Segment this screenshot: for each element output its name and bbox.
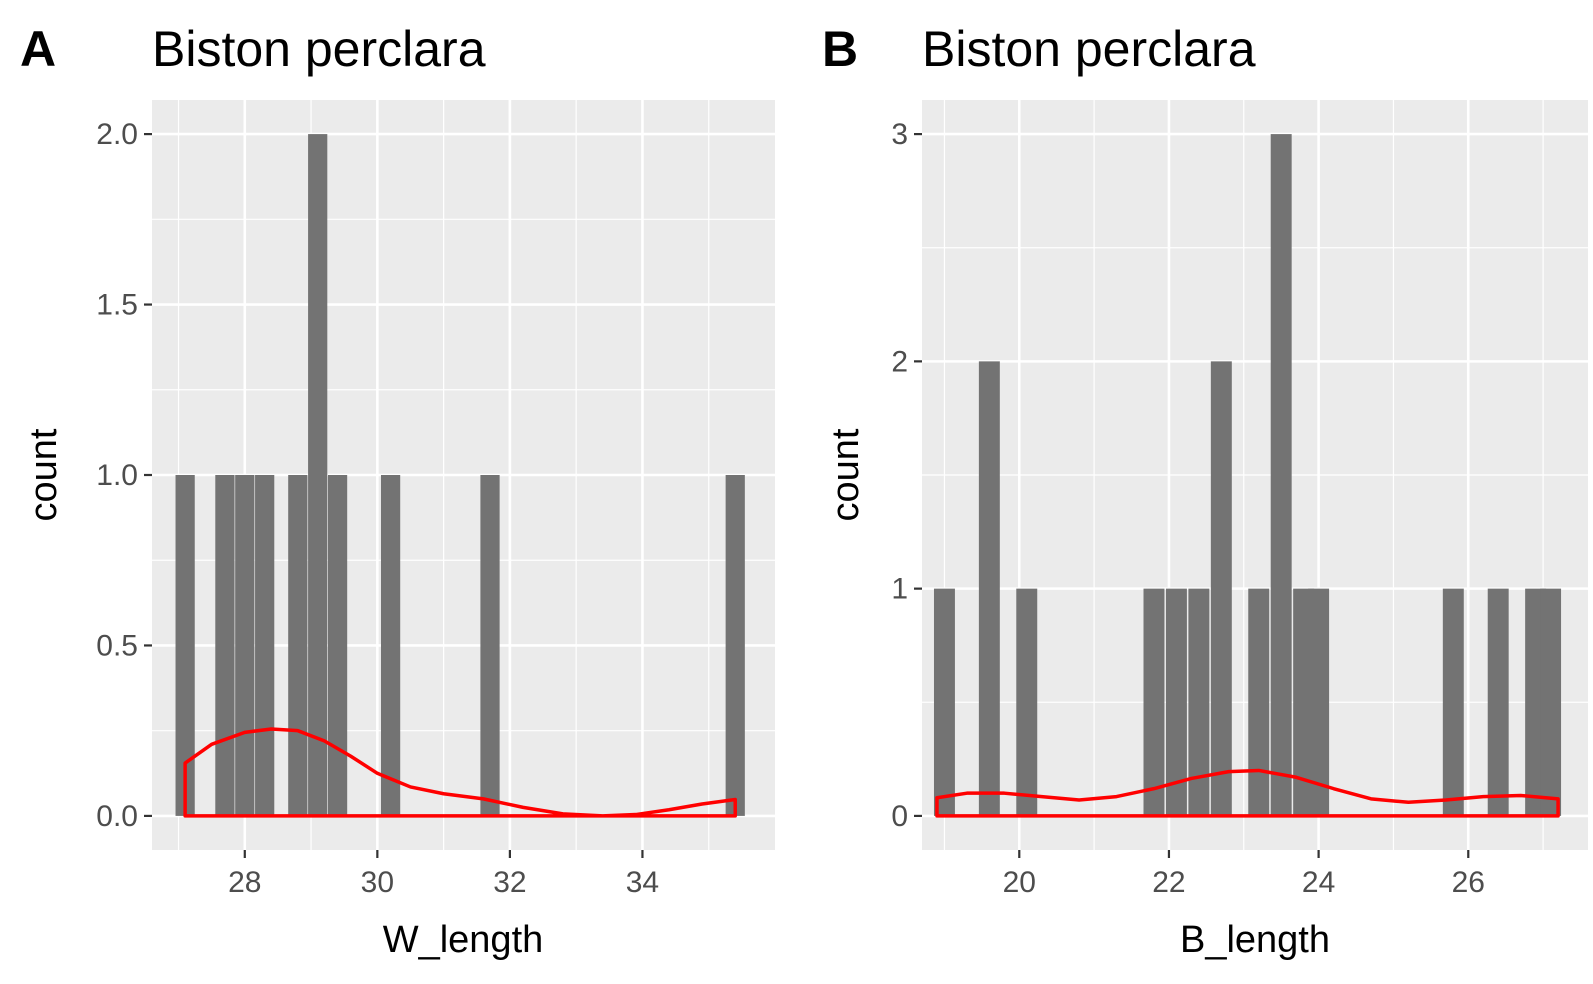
y-tick-label: 0.0 xyxy=(96,800,138,833)
histogram-bar xyxy=(933,588,955,816)
panel-b-y-axis-title: count xyxy=(825,428,867,521)
histogram-bar xyxy=(480,475,500,816)
panel-a-density xyxy=(183,727,737,818)
y-tick-label: 1 xyxy=(891,573,908,606)
histogram-bar xyxy=(380,475,401,816)
y-tick-label: 2.0 xyxy=(96,118,138,151)
histogram-bar xyxy=(1248,588,1270,816)
panel-a-y-axis-title: count xyxy=(23,428,65,521)
panel-b-tag: B xyxy=(822,21,858,77)
histogram-bar xyxy=(1143,588,1165,816)
y-tick-label: 1.5 xyxy=(96,289,138,322)
histogram-bar xyxy=(978,361,1000,816)
histogram-bar xyxy=(1165,588,1187,816)
panel-a-axes: 28 30 32 34 0.0 0.5 1.0 1.5 2.0 xyxy=(96,118,659,899)
histogram-bar xyxy=(255,475,275,816)
x-tick-label: 28 xyxy=(228,866,261,899)
panel-a: A Biston perclara 28 30 32 34 0.0 0.5 1.0 1.5 2.… xyxy=(20,21,775,961)
histogram-bar xyxy=(1210,361,1232,816)
panel-a-tag: A xyxy=(20,21,56,77)
histogram-bar xyxy=(1442,588,1464,816)
density-curve xyxy=(935,768,1560,818)
panel-a-x-axis-title: W_length xyxy=(383,919,544,961)
x-tick-label: 22 xyxy=(1152,866,1185,899)
panel-b-density xyxy=(935,768,1560,818)
histogram-bar xyxy=(327,475,348,816)
histogram-bar xyxy=(1016,588,1038,816)
panel-b-bars xyxy=(933,134,1562,816)
y-tick-label: 0.5 xyxy=(96,629,138,662)
panel-b-x-axis-title: B_length xyxy=(1180,919,1330,961)
density-curve xyxy=(183,727,737,818)
y-tick-label: 2 xyxy=(891,345,908,378)
x-tick-label: 34 xyxy=(626,866,659,899)
histogram-bar xyxy=(235,475,255,816)
x-tick-label: 32 xyxy=(493,866,526,899)
histogram-bar xyxy=(725,475,745,816)
histogram-bar xyxy=(1270,134,1292,816)
histogram-bar xyxy=(1308,588,1330,816)
panel-b-title: Biston perclara xyxy=(922,21,1256,77)
x-tick-label: 26 xyxy=(1452,866,1485,899)
x-tick-label: 24 xyxy=(1302,866,1335,899)
y-tick-label: 0 xyxy=(891,800,908,833)
histogram-bar xyxy=(1540,588,1562,816)
y-tick-label: 3 xyxy=(891,118,908,151)
x-tick-label: 20 xyxy=(1003,866,1036,899)
x-tick-label: 30 xyxy=(361,866,394,899)
y-tick-label: 1.0 xyxy=(96,459,138,492)
panel-b-axes: 20 22 24 26 0 1 2 3 xyxy=(891,118,1485,899)
histogram-bar xyxy=(1188,588,1210,816)
histogram-bar xyxy=(175,475,195,816)
histogram-bar xyxy=(308,134,328,816)
histogram-bar xyxy=(215,475,235,816)
histogram-bar xyxy=(1487,588,1509,816)
panel-a-title: Biston perclara xyxy=(152,21,486,77)
histogram-bar xyxy=(288,475,308,816)
